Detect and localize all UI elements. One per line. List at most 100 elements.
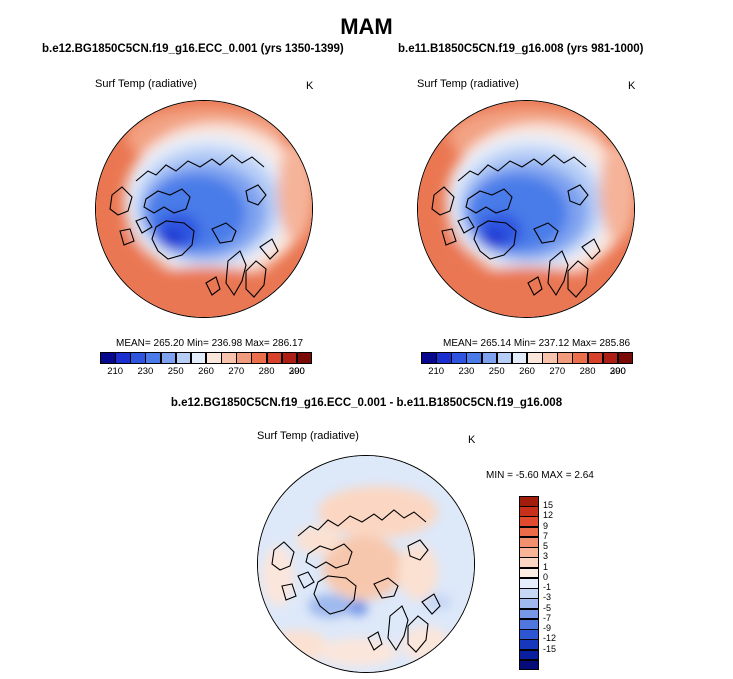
colorbar-tick-label: 210 (107, 366, 124, 377)
colorbar-swatch (587, 352, 604, 364)
colorbar-tick-label: 260 (198, 366, 214, 377)
diff-map-field (258, 456, 474, 672)
colorbar-tick-label: 230 (137, 366, 154, 377)
colorbar-swatch (496, 352, 513, 364)
left-unit-label: K (306, 80, 314, 92)
colorbar-tick-label: 210 (428, 366, 445, 377)
colorbar-swatch (542, 352, 558, 364)
colorbar-swatch (519, 567, 539, 579)
right-polar-map (417, 100, 635, 318)
colorbar-swatch (421, 352, 437, 364)
colorbar-swatch (519, 618, 539, 630)
right-case-title: b.e11.B1850C5CN.f19_g16.008 (yrs 981-100… (398, 43, 644, 55)
colorbar-tick-label: -9 (543, 623, 552, 634)
colorbar-tick-label: 300 (609, 366, 626, 377)
right-colorbar (421, 352, 634, 364)
colorbar-swatch (519, 557, 539, 569)
colorbar-tick-label: 5 (543, 541, 549, 552)
colorbar-swatch (519, 516, 539, 528)
colorbar-swatch (145, 352, 162, 364)
colorbar-tick-label: 250 (167, 366, 184, 377)
colorbar-swatch (519, 547, 539, 558)
diff-colorbar (519, 496, 539, 671)
colorbar-swatch (481, 352, 498, 364)
colorbar-swatch (617, 352, 634, 364)
right-unit-label: K (628, 80, 636, 92)
colorbar-swatch (519, 629, 539, 640)
diff-colorbar-ticks: 15 12 9 7 5 3 1 0 -1 -3 -5 -7 -9 -12 -15 (543, 496, 583, 670)
colorbar-swatch (602, 352, 619, 364)
colorbar-tick-label: 300 (288, 366, 305, 377)
colorbar-swatch (130, 352, 146, 364)
left-polar-map (95, 100, 313, 318)
colorbar-tick-label: -1 (543, 582, 552, 593)
diff-stats: MIN = -5.60 MAX = 2.64 (486, 470, 594, 481)
colorbar-swatch (175, 352, 192, 364)
colorbar-swatch (251, 352, 268, 364)
colorbar-tick-label: 1 (543, 561, 549, 572)
colorbar-swatch (511, 352, 528, 364)
difference-title: b.e12.BG1850C5CN.f19_g16.ECC_0.001 - b.e… (170, 397, 563, 409)
left-colorbar (100, 352, 313, 364)
colorbar-tick-label: 0 (543, 571, 549, 582)
left-colorbar-ticks: 210 230 250 260 270 280 290 300 (100, 366, 312, 380)
colorbar-swatch (115, 352, 131, 364)
colorbar-tick-label: 290 (288, 366, 305, 377)
colorbar-tick-label: 250 (488, 366, 505, 377)
right-variable-label: Surf Temp (radiative) (417, 78, 519, 90)
colorbar-swatch (519, 659, 539, 671)
diff-polar-map (257, 455, 475, 673)
colorbar-swatch (519, 639, 539, 651)
colorbar-swatch (527, 352, 543, 364)
colorbar-tick-label: 9 (543, 520, 549, 531)
colorbar-swatch (100, 352, 116, 364)
colorbar-tick-label: 260 (519, 366, 535, 377)
colorbar-swatch (221, 352, 237, 364)
colorbar-swatch (519, 577, 539, 589)
colorbar-tick-label: 230 (458, 366, 475, 377)
colorbar-tick-label: 280 (258, 366, 275, 377)
colorbar-swatch (466, 352, 483, 364)
left-stats: MEAN= 265.20 Min= 236.98 Max= 286.17 (116, 338, 304, 349)
figure-title: MAM (340, 14, 393, 39)
colorbar-swatch (451, 352, 467, 364)
colorbar-swatch (572, 352, 589, 364)
colorbar-swatch (160, 352, 177, 364)
right-colorbar-ticks: 210 230 250 260 270 280 290 300 (421, 366, 633, 380)
colorbar-swatch (436, 352, 452, 364)
colorbar-swatch (519, 526, 539, 538)
colorbar-tick-label: -7 (543, 612, 552, 623)
right-stats: MEAN= 265.14 Min= 237.12 Max= 285.86 (443, 338, 631, 349)
colorbar-tick-label: 15 (543, 500, 554, 511)
colorbar-swatch (519, 536, 539, 548)
colorbar-swatch (296, 352, 313, 364)
colorbar-tick-label: 270 (549, 366, 566, 377)
left-case-title: b.e12.BG1850C5CN.f19_g16.ECC_0.001 (yrs … (42, 43, 344, 55)
colorbar-tick-label: -3 (543, 592, 552, 603)
colorbar-swatch (266, 352, 283, 364)
colorbar-tick-label: -12 (543, 633, 557, 644)
colorbar-swatch (519, 588, 539, 599)
colorbar-swatch (519, 598, 539, 610)
colorbar-tick-label: 7 (543, 530, 549, 541)
colorbar-swatch (206, 352, 222, 364)
right-map-field (418, 101, 634, 317)
diff-unit-label: K (468, 434, 476, 446)
colorbar-swatch (236, 352, 252, 364)
colorbar-tick-label: -15 (543, 643, 557, 654)
colorbar-tick-label: 280 (579, 366, 596, 377)
colorbar-tick-label: 3 (543, 551, 549, 562)
colorbar-swatch (519, 608, 539, 620)
colorbar-swatch (519, 496, 539, 507)
colorbar-swatch (190, 352, 207, 364)
left-variable-label: Surf Temp (radiative) (95, 78, 197, 90)
diff-variable-label: Surf Temp (radiative) (257, 430, 359, 442)
colorbar-swatch (281, 352, 298, 364)
colorbar-swatch (519, 649, 539, 661)
left-map-field (96, 101, 312, 317)
colorbar-tick-label: -5 (543, 602, 552, 613)
colorbar-tick-label: 12 (543, 510, 554, 521)
colorbar-tick-label: 270 (228, 366, 245, 377)
colorbar-tick-label: 290 (609, 366, 626, 377)
colorbar-swatch (519, 506, 539, 517)
